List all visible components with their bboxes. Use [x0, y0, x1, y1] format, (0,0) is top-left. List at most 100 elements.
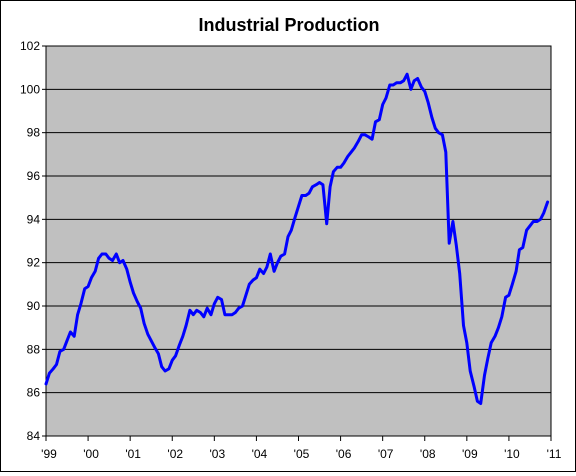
y-tick-label: 88 [27, 342, 41, 356]
y-tick-label: 94 [27, 212, 41, 226]
data-point [104, 252, 108, 256]
data-point [458, 272, 461, 275]
data-point [455, 244, 458, 247]
data-point [192, 313, 195, 316]
data-point [220, 298, 223, 301]
data-point [244, 294, 248, 297]
data-point [69, 330, 72, 334]
y-tick-label: 102 [20, 39, 40, 53]
data-point [199, 311, 202, 314]
data-point [307, 192, 311, 195]
y-tick-label: 98 [27, 126, 41, 140]
y-tick-label: 86 [27, 386, 41, 400]
data-point [237, 307, 240, 310]
x-tick-label: '11 [547, 447, 562, 461]
series-layer [44, 72, 550, 405]
data-point [437, 131, 440, 134]
data-point [58, 350, 62, 353]
data-point [258, 268, 261, 271]
y-tick-label: 90 [27, 299, 41, 313]
data-point [65, 339, 69, 342]
x-tick-label: '07 [378, 447, 394, 461]
data-point [370, 138, 374, 141]
data-point [336, 166, 339, 169]
x-tick-label: '05 [294, 447, 310, 461]
data-point [546, 200, 549, 204]
data-point [483, 374, 486, 377]
data-point [230, 313, 234, 316]
data-point [269, 252, 272, 256]
data-point [349, 151, 353, 154]
data-point [346, 155, 349, 158]
data-point [395, 81, 398, 85]
data-point [507, 294, 511, 297]
data-point [518, 248, 521, 251]
data-point [392, 83, 395, 87]
data-point [52, 367, 55, 370]
data-point [142, 322, 146, 325]
data-point [388, 83, 391, 87]
data-point [188, 309, 192, 312]
x-tick-label: '99 [41, 447, 57, 461]
data-point [100, 252, 104, 256]
data-point [139, 307, 142, 310]
data-point [150, 339, 153, 342]
data-point [311, 185, 314, 188]
data-point [48, 372, 51, 375]
data-point [153, 346, 156, 349]
data-point [378, 118, 381, 121]
data-point [293, 216, 297, 219]
data-point [325, 222, 328, 225]
data-point [497, 326, 500, 329]
series-line-0 [44, 72, 550, 405]
data-point [490, 341, 493, 344]
data-point [83, 287, 86, 290]
data-point [472, 385, 476, 388]
data-point [234, 311, 237, 314]
data-point [171, 359, 174, 362]
data-point [448, 242, 451, 245]
data-point [248, 283, 251, 286]
y-tick-label: 100 [20, 82, 40, 96]
data-point [184, 324, 188, 327]
data-point [94, 270, 97, 273]
data-point [167, 367, 171, 370]
data-point [476, 400, 479, 403]
data-point [451, 220, 455, 223]
data-point [465, 341, 468, 344]
data-point [374, 120, 377, 124]
data-point [300, 194, 304, 197]
data-point [360, 133, 363, 136]
data-point [79, 302, 83, 305]
series-points [44, 73, 549, 405]
data-point [304, 194, 307, 197]
x-tick-label: '09 [462, 447, 478, 461]
data-point [111, 259, 114, 262]
data-point [286, 235, 290, 238]
data-point [539, 218, 542, 221]
data-point [413, 79, 416, 82]
y-tick-label: 96 [27, 169, 41, 183]
data-point [125, 268, 128, 271]
data-point [315, 183, 318, 186]
data-point [283, 252, 286, 256]
data-point [511, 283, 514, 286]
data-point [521, 246, 524, 249]
data-point [500, 315, 503, 318]
x-tick-label: '08 [420, 447, 436, 461]
data-point [223, 313, 227, 316]
data-point [265, 265, 269, 269]
data-point [416, 77, 419, 80]
data-point [420, 86, 423, 89]
data-point [528, 224, 532, 227]
x-tick-label: '10 [504, 447, 520, 461]
y-axis: 84 86 88 90 92 94 96 98 100 102 [20, 39, 46, 443]
data-point [276, 261, 279, 264]
data-point [86, 285, 90, 288]
data-point [430, 116, 434, 119]
data-point [399, 81, 402, 85]
data-point [532, 220, 535, 223]
data-point [55, 363, 58, 366]
data-point [423, 90, 426, 93]
